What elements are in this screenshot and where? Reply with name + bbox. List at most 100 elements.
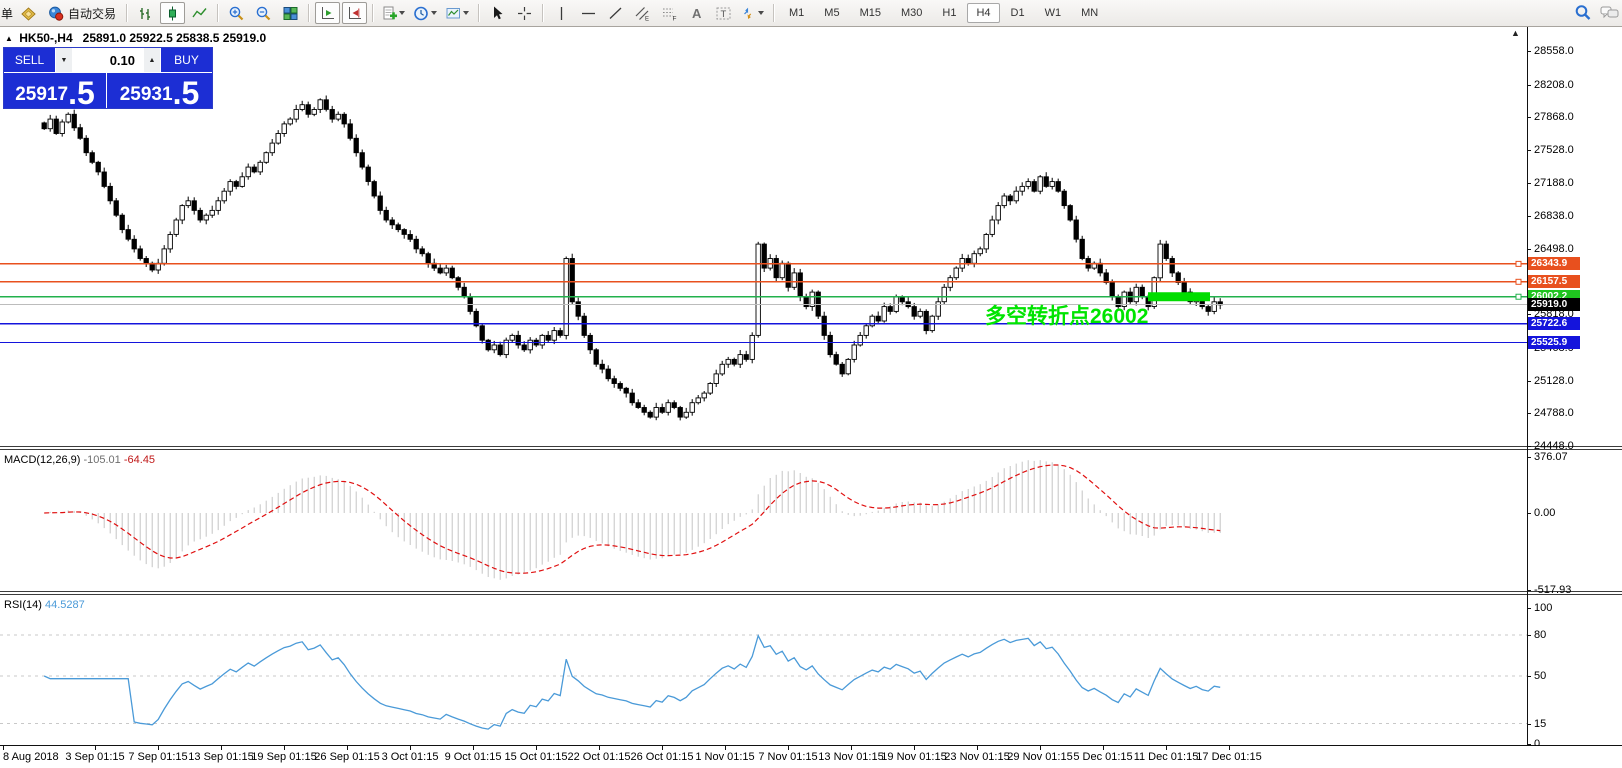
price-level-badge: 25919.0 <box>1528 297 1580 311</box>
arrows-button[interactable] <box>738 2 768 24</box>
price-tick-label: 27868.0 <box>1534 111 1574 124</box>
timeframe-button-m15[interactable]: M15 <box>859 7 881 19</box>
rsi-line <box>43 633 1221 730</box>
search-button[interactable] <box>1570 2 1595 24</box>
line-chart-button[interactable] <box>187 2 212 24</box>
collapse-arrow-icon[interactable]: ▲ <box>5 34 13 43</box>
sell-price[interactable]: 25917.5 <box>4 73 106 109</box>
dropdown-caret-icon <box>399 11 406 15</box>
price-level-badge: 25722.6 <box>1528 316 1580 330</box>
axis-tick-mark <box>1527 216 1531 218</box>
date-tick-mark <box>410 746 411 750</box>
buy-price[interactable]: 25931.5 <box>107 73 212 109</box>
price-tick-label: 27188.0 <box>1534 176 1574 189</box>
axis-tick-mark <box>1527 51 1531 52</box>
svg-text:F: F <box>673 15 677 22</box>
periods-button[interactable] <box>411 2 441 24</box>
rsi-pane[interactable] <box>0 596 1530 745</box>
fibonacci-button[interactable]: F <box>657 2 682 24</box>
bar-chart-icon <box>140 7 151 20</box>
buy-button[interactable]: BUY <box>161 48 212 72</box>
chart-shift-button[interactable] <box>342 2 368 24</box>
trendline-icon <box>609 7 622 19</box>
candlestick-chart-icon <box>169 6 177 20</box>
equidistant-channel-button[interactable]: E <box>630 2 655 24</box>
text-button[interactable]: A <box>684 2 709 24</box>
timeframe-button-m1[interactable]: M1 <box>789 7 805 19</box>
new-order-button[interactable] <box>16 2 41 24</box>
timeframe-button-w1[interactable]: W1 <box>1044 7 1062 19</box>
date-label: 11 Dec 01:15 <box>1133 751 1199 763</box>
candlestick-chart-button[interactable] <box>160 2 186 24</box>
date-tick-mark <box>662 746 663 750</box>
date-tick-mark <box>788 746 789 750</box>
volume-increase-button[interactable]: ▲ <box>144 48 160 72</box>
price-level-badge: 25525.9 <box>1528 335 1580 349</box>
price-tick-label: 27528.0 <box>1534 144 1574 157</box>
cursor-button[interactable] <box>485 2 510 24</box>
svg-text:A: A <box>692 6 702 21</box>
axis-tick-mark <box>1527 590 1531 591</box>
date-label: 19 Nov 01:15 <box>881 751 947 763</box>
macd-main-value: -105.01 <box>83 454 121 466</box>
crosshair-icon <box>518 6 532 20</box>
price-tick-label: 28208.0 <box>1534 78 1574 91</box>
pane-separator[interactable] <box>0 449 1622 450</box>
date-label: 26 Sep 01:15 <box>314 751 380 763</box>
chart-title: HK50-,H4 <box>19 31 73 45</box>
text-label-button[interactable]: T <box>711 2 736 24</box>
timeframe-button-m30[interactable]: M30 <box>900 7 923 19</box>
trendline-button[interactable] <box>603 2 628 24</box>
price-tick-label: 26838.0 <box>1534 210 1574 223</box>
timeframe-button-d1[interactable]: D1 <box>1010 7 1025 19</box>
price-axis[interactable]: 28558.0 28208.0 27868.0 27528.0 27188.0 26838… <box>1527 27 1622 750</box>
scroll-up-icon[interactable]: ▲ <box>1511 28 1520 38</box>
price-level-badge: 26343.9 <box>1528 256 1580 270</box>
sell-button[interactable]: SELL <box>4 48 55 72</box>
volume-input[interactable]: 0.10 <box>73 48 143 72</box>
auto-scroll-button[interactable] <box>315 2 341 24</box>
timeframe-button-h4[interactable]: H4 <box>967 3 1000 23</box>
date-tick-mark <box>977 746 978 750</box>
date-label: 3 Sep 01:15 <box>65 751 125 763</box>
timeframe-bar: M1 M5 M15 M30 H1 H4 D1 W1 MN <box>779 0 1108 26</box>
bar-chart-button[interactable] <box>133 2 158 24</box>
autotrading-button[interactable]: 自动交易 <box>43 2 121 24</box>
chat-button[interactable] <box>1597 2 1622 24</box>
macd-signal-value: -64.45 <box>123 454 156 466</box>
pane-separator[interactable] <box>0 594 1622 595</box>
timeframe-button-mn[interactable]: MN <box>1081 7 1099 19</box>
pane-separator[interactable] <box>0 591 1622 592</box>
channel-icon: E <box>635 6 649 22</box>
horizontal-line-icon <box>582 12 596 14</box>
templates-button[interactable] <box>443 2 473 24</box>
date-axis[interactable]: 8 Aug 2018 3 Sep 01:15 7 Sep 01:15 13 Sep 0… <box>0 746 1622 768</box>
indicators-button[interactable] <box>379 2 409 24</box>
autotrading-label: 自动交易 <box>68 6 117 21</box>
chart-shift-icon <box>349 6 362 19</box>
macd-tick-label: 0.00 <box>1534 507 1556 519</box>
volume-decrease-button[interactable]: ▼ <box>56 48 72 72</box>
zoom-in-button[interactable] <box>224 2 249 24</box>
horizontal-line-button[interactable] <box>576 2 601 24</box>
tile-windows-icon <box>283 6 298 20</box>
vertical-line-button[interactable] <box>549 2 574 24</box>
timeframe-button-m5[interactable]: M5 <box>824 7 840 19</box>
crosshair-button[interactable] <box>512 2 537 24</box>
dropdown-caret-icon <box>758 11 765 15</box>
axis-tick-mark <box>1527 117 1531 119</box>
macd-pane[interactable] <box>0 451 1530 591</box>
date-tick-mark <box>1166 746 1167 750</box>
date-tick-mark <box>851 746 852 750</box>
date-tick-mark <box>221 746 222 750</box>
pane-separator[interactable] <box>0 446 1622 447</box>
axis-tick-mark <box>1527 84 1531 86</box>
axis-tick-mark <box>1527 150 1531 152</box>
date-tick-mark <box>284 746 285 750</box>
chart-text-annotation[interactable]: 多空转折点26002 <box>985 305 1149 328</box>
timeframe-button-h1[interactable]: H1 <box>942 7 957 19</box>
chart-canvas[interactable] <box>0 27 1530 446</box>
zoom-out-button[interactable] <box>251 2 276 24</box>
tile-windows-button[interactable] <box>278 2 303 24</box>
svg-text:T: T <box>721 9 727 20</box>
